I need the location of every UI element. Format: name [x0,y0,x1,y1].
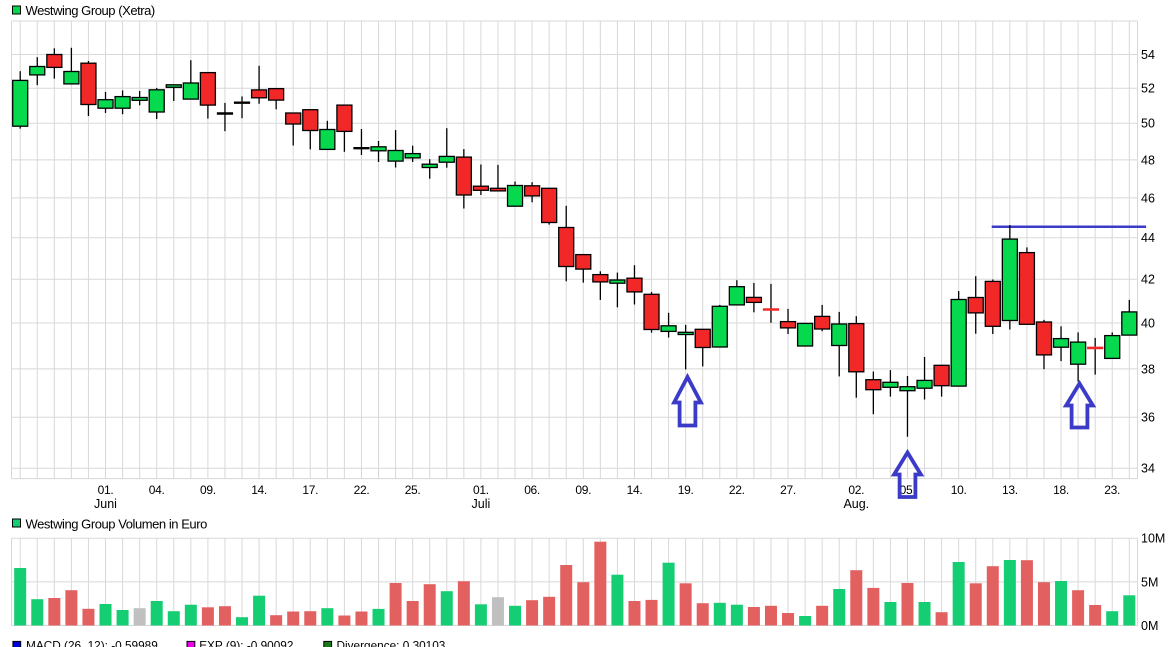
svg-text:Juli: Juli [472,497,491,511]
svg-text:19.: 19. [678,483,694,497]
svg-text:10.: 10. [951,483,967,497]
svg-text:Westwing Group Volumen in Euro: Westwing Group Volumen in Euro [26,516,208,531]
svg-text:02.: 02. [848,483,864,497]
svg-text:44: 44 [1141,231,1155,245]
svg-text:MACD (26, 12): -0.59989: MACD (26, 12): -0.59989 [26,639,158,647]
svg-text:09.: 09. [575,483,591,497]
svg-text:42: 42 [1141,273,1155,287]
svg-text:46: 46 [1141,191,1155,205]
svg-text:Divergence: 0.30103: Divergence: 0.30103 [337,639,446,647]
svg-text:04.: 04. [149,483,165,497]
svg-text:17.: 17. [302,483,318,497]
svg-text:18.: 18. [1053,483,1069,497]
svg-text:Aug.: Aug. [843,497,869,511]
svg-text:01.: 01. [473,483,489,497]
svg-text:54: 54 [1141,48,1155,62]
svg-text:EXP (9): -0.90092: EXP (9): -0.90092 [199,639,293,647]
svg-text:36: 36 [1141,411,1155,425]
svg-text:Westwing Group (Xetra): Westwing Group (Xetra) [26,3,155,18]
svg-text:5M: 5M [1141,575,1158,589]
svg-text:13.: 13. [1002,483,1018,497]
svg-text:01.: 01. [98,483,114,497]
svg-text:48: 48 [1141,153,1155,167]
svg-text:52: 52 [1141,82,1155,96]
svg-text:14.: 14. [627,483,643,497]
svg-text:23.: 23. [1104,483,1120,497]
svg-text:10M: 10M [1141,532,1165,546]
svg-text:25.: 25. [405,483,421,497]
svg-text:Juni: Juni [94,497,117,511]
svg-text:22.: 22. [729,483,745,497]
svg-text:38: 38 [1141,362,1155,376]
svg-text:34: 34 [1141,462,1155,476]
svg-text:14.: 14. [251,483,267,497]
svg-text:0M: 0M [1141,619,1158,633]
svg-text:05.: 05. [900,483,916,497]
svg-text:06.: 06. [524,483,540,497]
svg-text:22.: 22. [354,483,370,497]
svg-text:09.: 09. [200,483,216,497]
svg-text:50: 50 [1141,117,1155,131]
svg-text:40: 40 [1141,316,1155,330]
svg-text:27.: 27. [780,483,796,497]
